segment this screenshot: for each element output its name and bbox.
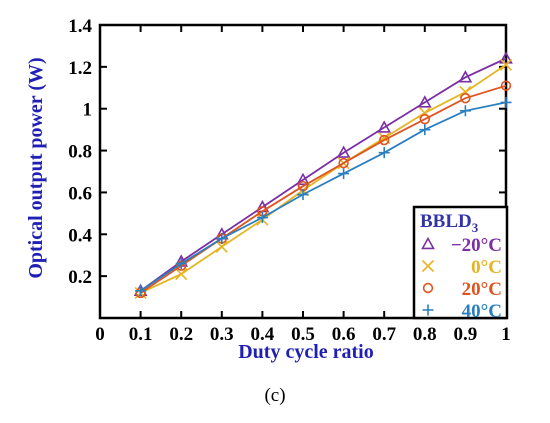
data-point bbox=[419, 113, 430, 125]
data-point bbox=[175, 267, 188, 281]
y-tick-label: 0.2 bbox=[68, 267, 92, 288]
data-point bbox=[499, 51, 513, 64]
data-point bbox=[378, 147, 390, 159]
x-tick-label: 0.2 bbox=[169, 324, 193, 345]
y-axis-label: Optical output power (W) bbox=[25, 57, 47, 278]
legend-label: −20°C bbox=[451, 235, 502, 256]
data-point bbox=[458, 70, 473, 83]
data-point bbox=[256, 212, 268, 224]
series-plus bbox=[135, 96, 512, 297]
series-line bbox=[140, 57, 507, 292]
x-tick-label: 0.1 bbox=[129, 324, 153, 345]
x-tick-label: 0.4 bbox=[251, 324, 275, 345]
legend-label: 20°C bbox=[462, 279, 502, 300]
data-point bbox=[417, 95, 432, 108]
x-axis-label: Duty cycle ratio bbox=[238, 341, 374, 363]
data-point bbox=[216, 232, 228, 244]
x-tick-label: 0.8 bbox=[413, 324, 437, 345]
data-point bbox=[336, 145, 351, 158]
x-tick-label: 0.3 bbox=[210, 324, 234, 345]
data-point bbox=[338, 157, 349, 169]
legend-marker-circle bbox=[422, 282, 434, 294]
x-tick-label: 0.6 bbox=[332, 324, 356, 345]
y-tick-label: 1.4 bbox=[68, 16, 92, 37]
y-tick-label: 0.6 bbox=[68, 183, 92, 204]
data-point bbox=[377, 120, 392, 133]
legend-marker-x bbox=[421, 259, 435, 273]
data-point bbox=[500, 96, 512, 108]
data-point bbox=[500, 80, 512, 91]
legend: BBLD3 −20°C0°C20°C40°C bbox=[412, 205, 509, 322]
y-tick-label: 1 bbox=[83, 100, 93, 121]
x-tick-label: 0.5 bbox=[291, 324, 315, 345]
data-point bbox=[297, 189, 309, 201]
data-point bbox=[379, 134, 390, 146]
data-point bbox=[296, 172, 310, 186]
data-point bbox=[460, 93, 471, 104]
data-point bbox=[499, 58, 513, 71]
y-tick-label: 1.2 bbox=[68, 58, 92, 79]
axes: 0 0.1 0.2 0.3 0.4 0.5 0.6 0.7 0.8 0.9 1 0.2 0.4 0.6 0.… bbox=[68, 16, 511, 345]
legend-label: 40°C bbox=[462, 301, 502, 322]
y-tick-label: 0.4 bbox=[68, 225, 92, 246]
legend-label: 0°C bbox=[471, 257, 502, 278]
data-point bbox=[135, 285, 147, 297]
figure-caption: (c) bbox=[264, 385, 286, 406]
data-point bbox=[215, 240, 228, 253]
data-point bbox=[419, 124, 431, 136]
chart: 0 0.1 0.2 0.3 0.4 0.5 0.6 0.7 0.8 0.9 1 0.2 0.4 0.6 0.… bbox=[25, 16, 513, 363]
data-point bbox=[338, 168, 350, 180]
legend-box bbox=[412, 205, 509, 320]
legend-items: −20°C0°C20°C40°C bbox=[421, 235, 502, 322]
data-point bbox=[175, 258, 187, 270]
legend-marker-plus bbox=[422, 304, 434, 316]
series-layer bbox=[133, 51, 513, 299]
x-tick-label: 0 bbox=[95, 324, 105, 345]
x-tick-label: 0.7 bbox=[372, 324, 396, 345]
x-tick-label: 0.9 bbox=[454, 324, 478, 345]
series-line bbox=[140, 101, 507, 292]
legend-title: BBLD3 bbox=[420, 211, 479, 235]
y-tick-label: 0.8 bbox=[68, 142, 92, 163]
data-point bbox=[459, 105, 471, 117]
series-line bbox=[140, 64, 507, 294]
x-tick-label: 1 bbox=[501, 324, 511, 345]
legend-marker-triangle bbox=[421, 236, 435, 250]
